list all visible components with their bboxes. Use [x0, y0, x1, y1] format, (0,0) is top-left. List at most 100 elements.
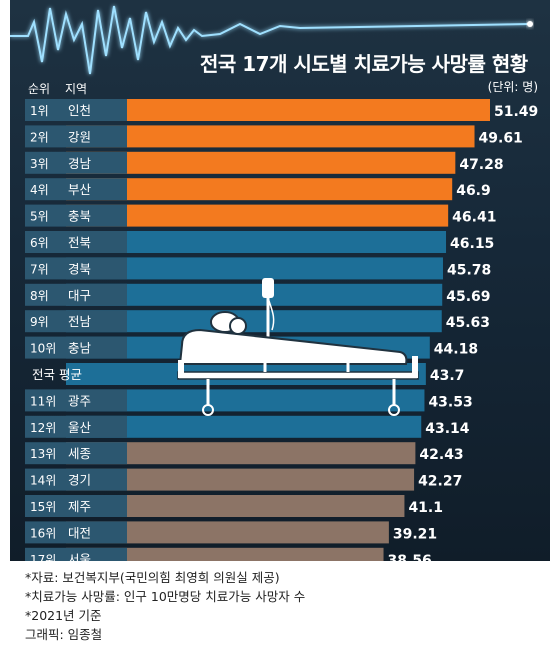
label-box [25, 310, 127, 333]
region-label: 인천 [68, 103, 91, 118]
bed-blanket [178, 328, 408, 365]
region-column-header: 지역 [65, 82, 88, 96]
unit-label: (단위: 명) [487, 80, 538, 94]
value-label: 47.28 [459, 157, 503, 173]
bar-chart: 1위 인천 51.49 2위 강원 49.61 3위 경남 47.28 4위 부산 46.9 5위 충북 4… [25, 99, 538, 561]
chart-panel: 전국 17개 시도별 치료가능 사망률 현황 (단위: 명) 순위 지역 1위 인… [10, 0, 550, 561]
rank-label: 12위 [30, 421, 56, 435]
rank-label: 8위 [30, 289, 49, 303]
rank-label: 9위 [30, 315, 49, 329]
bar [66, 151, 456, 174]
footnote-credit: 그래픽: 임종철 [25, 627, 103, 642]
value-label: 45.69 [446, 289, 490, 305]
label-box [25, 415, 127, 438]
bar [66, 257, 443, 280]
region-label: 대전 [68, 525, 91, 540]
value-label: 43.53 [428, 394, 472, 410]
label-box [25, 283, 127, 306]
chart-title: 전국 17개 시도별 치료가능 사망률 현황 [200, 52, 528, 76]
value-label: 39.21 [393, 526, 437, 542]
label-box [25, 151, 127, 174]
region-label: 전북 [68, 235, 91, 250]
region-label: 전국 평균 [32, 367, 82, 382]
label-box [25, 468, 127, 491]
value-label: 41.1 [408, 500, 443, 516]
region-label: 울산 [68, 420, 92, 435]
label-box [25, 547, 127, 561]
bar [66, 389, 425, 412]
rank-label: 11위 [30, 394, 56, 408]
bar [66, 521, 389, 544]
iv-bag [262, 278, 274, 298]
label-box [25, 495, 127, 517]
bar [66, 495, 405, 517]
value-label: 46.9 [456, 183, 491, 199]
rank-column-header: 순위 [28, 82, 51, 96]
label-box [25, 178, 127, 201]
hospital-bed-icon [177, 278, 419, 416]
footnote-year: *2021년 기준 [25, 608, 102, 623]
value-label: 46.41 [452, 210, 496, 226]
patient-head [229, 317, 247, 335]
value-label: 49.61 [479, 130, 523, 146]
bed-foot-rail [412, 356, 418, 378]
label-box [25, 125, 127, 148]
bar [66, 178, 453, 201]
bed-frame [177, 371, 419, 380]
footnote-source: *자료: 보건복지부(국민의힘 최영희 의원실 제공) [25, 570, 280, 585]
rank-label: 1위 [30, 104, 49, 118]
rank-label: 6위 [30, 236, 49, 250]
bars-group [66, 99, 490, 561]
footnote-definition: *치료가능 사망률: 인구 10만명당 치료가능 사망자 수 [25, 589, 306, 604]
bed-side-rail [263, 354, 350, 372]
rank-label: 4위 [30, 183, 49, 197]
region-label: 경남 [68, 156, 92, 171]
rank-label: 16위 [30, 526, 56, 540]
footnotes: *자료: 보건복지부(국민의힘 최영희 의원실 제공) *치료가능 사망률: 인… [25, 568, 305, 644]
region-label: 대구 [68, 288, 91, 303]
rank-label: 14위 [30, 474, 56, 488]
region-label: 충북 [68, 209, 91, 224]
rank-label: 15위 [30, 500, 56, 514]
bar [66, 125, 475, 148]
region-label: 충남 [68, 341, 92, 356]
value-label: 43.14 [425, 421, 470, 437]
bed-wheel [202, 404, 214, 416]
labels-group: 1위 인천 51.49 2위 강원 49.61 3위 경남 47.28 4위 부산 46.9 5위 충북 4… [25, 99, 538, 561]
region-label: 전남 [68, 314, 92, 329]
bed-head-rail [178, 360, 184, 378]
label-box [25, 442, 127, 465]
bar [66, 468, 415, 491]
bar [66, 547, 384, 561]
value-label: 51.49 [494, 104, 538, 120]
region-label: 서울 [68, 552, 91, 561]
value-label: 38.56 [388, 553, 432, 561]
value-label: 42.43 [419, 447, 463, 463]
value-label: 45.63 [446, 315, 490, 331]
rank-label: 10위 [30, 342, 56, 356]
rank-label: 3위 [30, 157, 49, 171]
region-label: 강원 [68, 129, 91, 144]
label-box [25, 231, 127, 253]
value-label: 45.78 [447, 262, 491, 278]
bar [66, 231, 447, 253]
label-box [25, 99, 127, 121]
bed-wheel [388, 404, 400, 416]
region-label: 경북 [68, 261, 91, 276]
rank-label: 17위 [30, 553, 56, 561]
bar [66, 415, 422, 438]
bar [66, 442, 416, 465]
region-label: 제주 [68, 499, 91, 514]
region-label: 경기 [68, 473, 91, 488]
label-box [25, 389, 127, 412]
value-label: 42.27 [418, 474, 462, 490]
rank-label: 13위 [30, 447, 56, 461]
bar [66, 99, 490, 121]
rank-label: 5위 [30, 210, 49, 224]
bar [66, 204, 449, 227]
region-label: 세종 [68, 446, 91, 461]
rank-label: 7위 [30, 262, 49, 276]
label-box [25, 204, 127, 227]
label-box [25, 336, 127, 359]
